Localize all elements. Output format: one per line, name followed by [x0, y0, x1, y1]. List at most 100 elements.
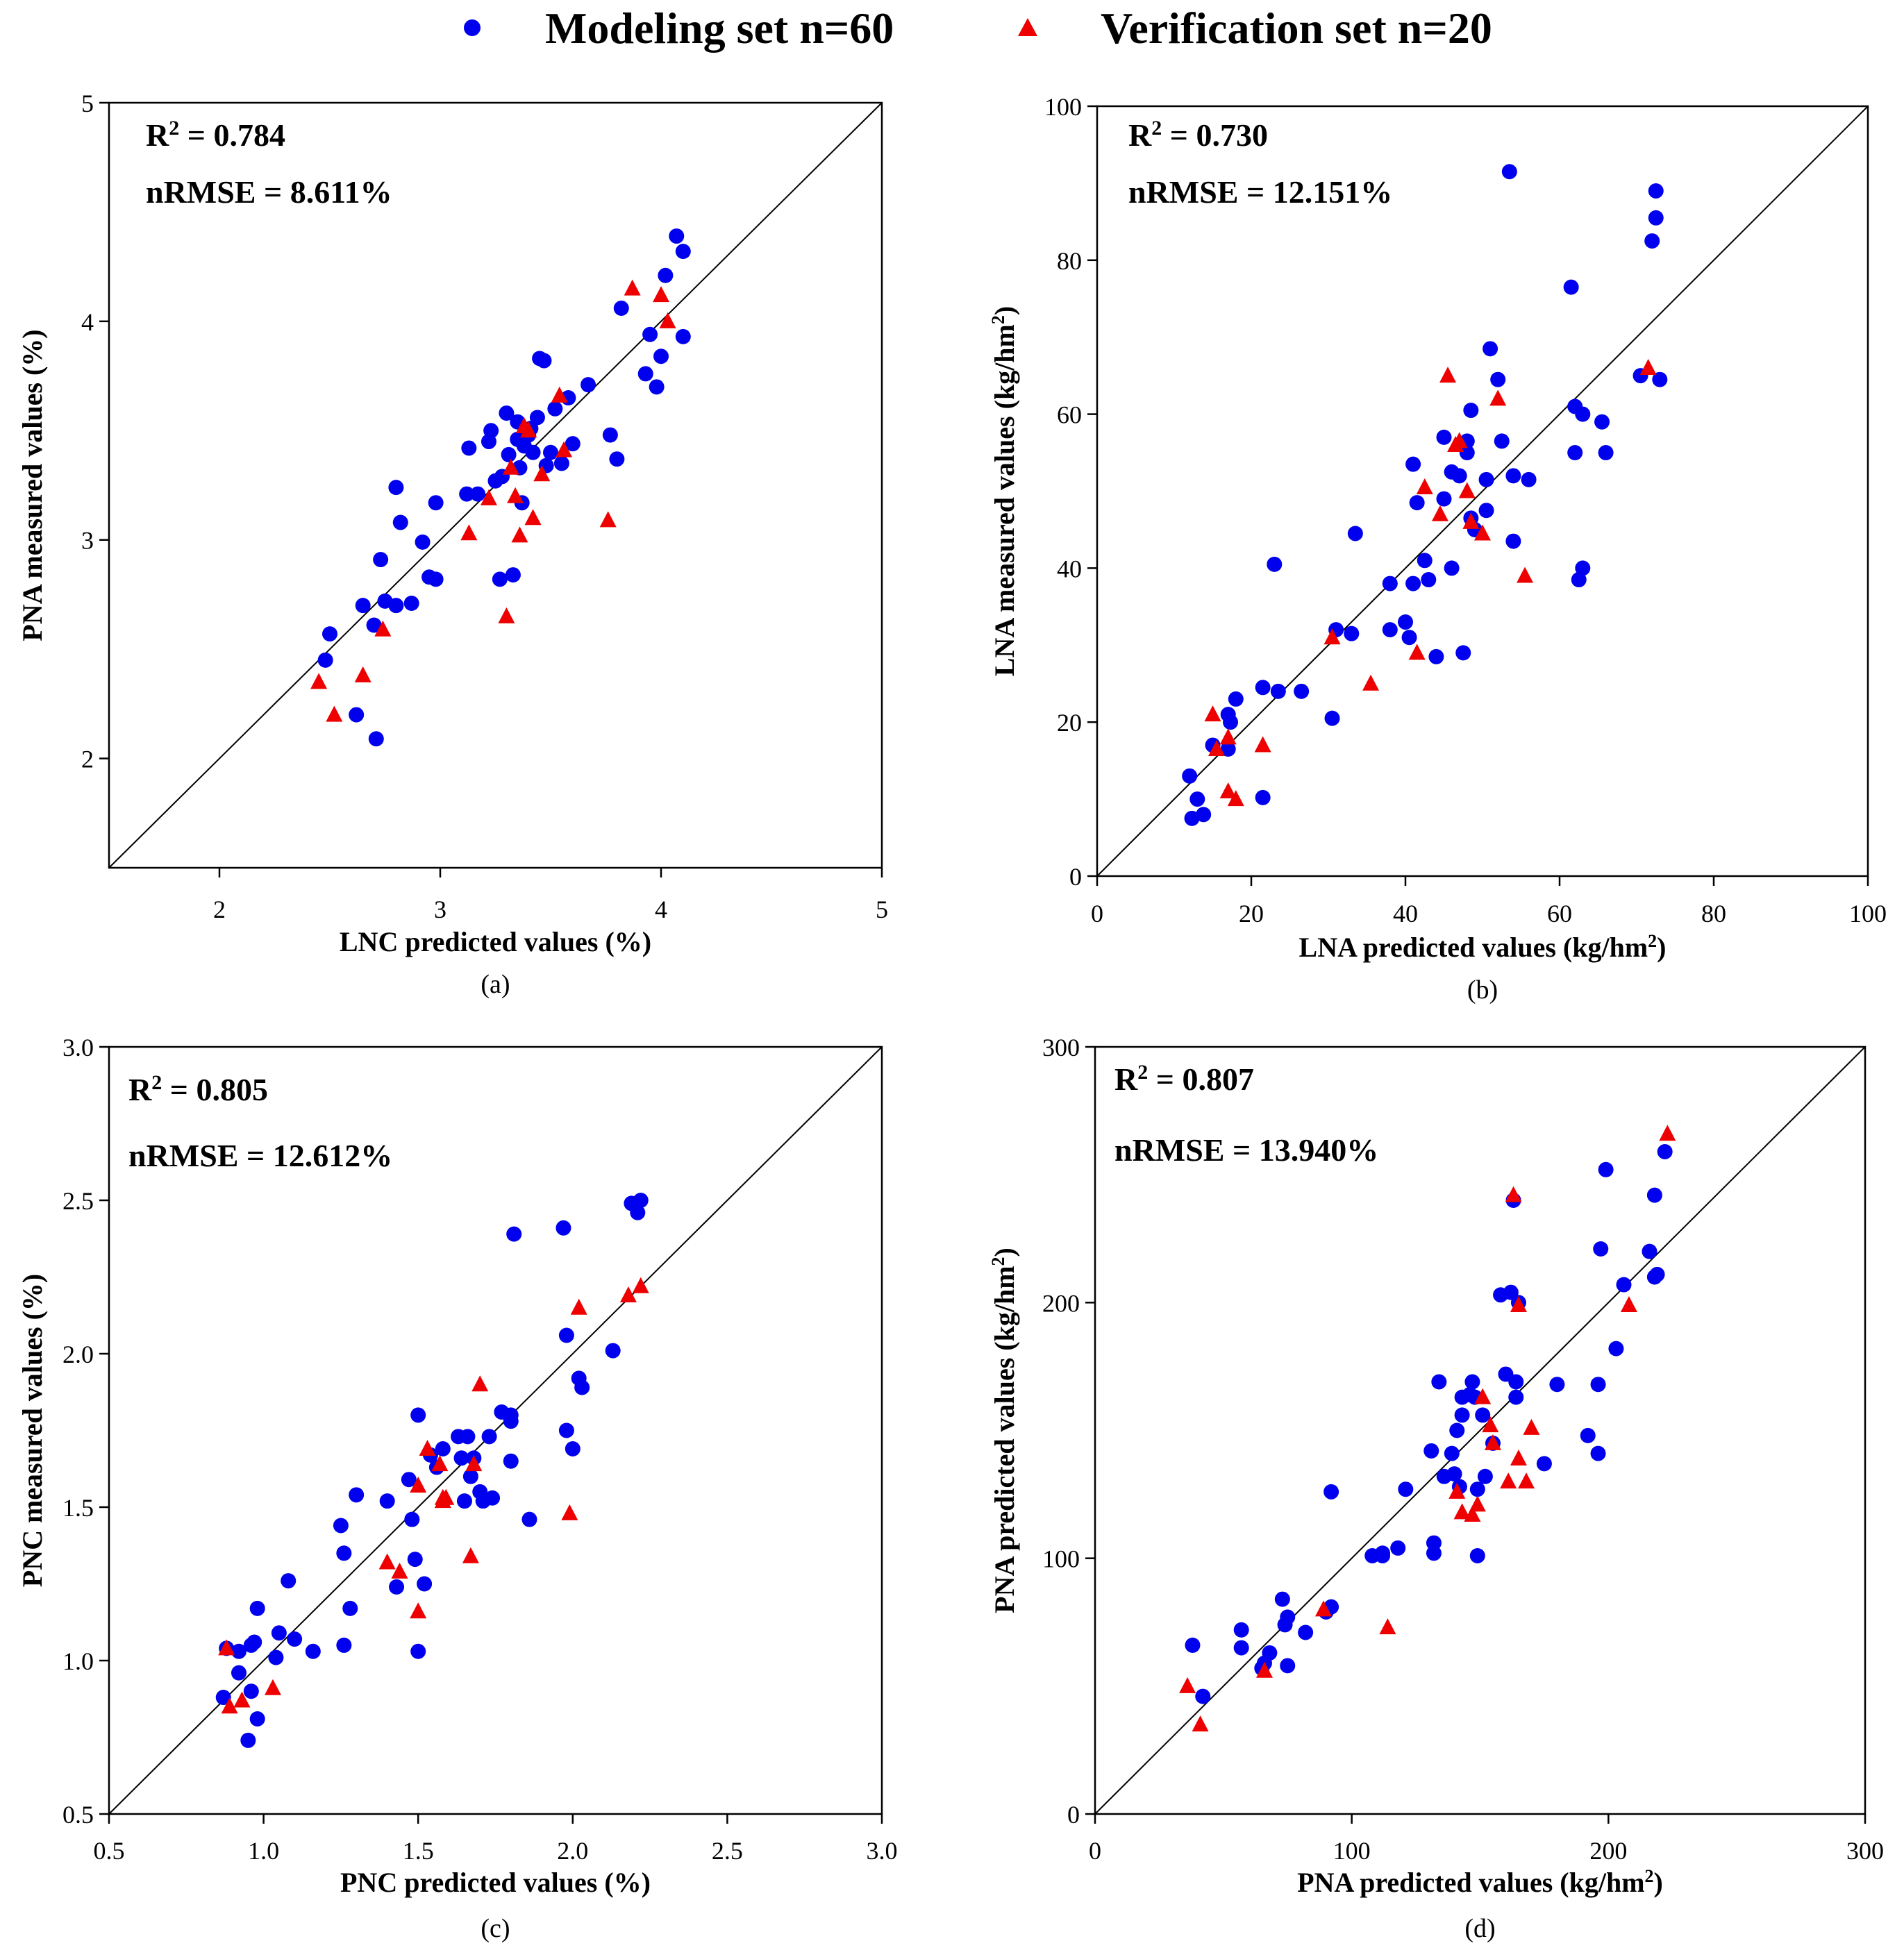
verification-point	[354, 666, 371, 682]
legend-label-modeling: Modeling set n=60	[545, 3, 894, 53]
modeling-point	[1649, 1266, 1665, 1282]
x-tick-label: 4	[655, 896, 667, 923]
y-tick-label: 2.0	[62, 1341, 94, 1368]
y-tick-label: 20	[1057, 709, 1082, 737]
verification-point	[1464, 1506, 1481, 1522]
modeling-point	[521, 1511, 537, 1527]
verification-point	[1523, 1418, 1540, 1435]
modeling-point	[366, 617, 382, 633]
modeling-point	[1644, 233, 1660, 249]
verification-point	[1510, 1450, 1527, 1466]
verification-point	[218, 1639, 235, 1656]
modeling-point	[1405, 576, 1421, 591]
modeling-point	[322, 626, 337, 642]
x-tick-label: 200	[1589, 1837, 1627, 1865]
modeling-point	[1280, 1658, 1296, 1674]
modeling-point	[1501, 164, 1517, 180]
modeling-point	[1451, 468, 1467, 484]
modeling-point	[1421, 572, 1437, 588]
x-tick-label: 0	[1091, 900, 1103, 927]
modeling-point	[481, 1429, 497, 1445]
y-tick-label: 80	[1057, 247, 1082, 275]
modeling-point	[249, 1600, 265, 1616]
verification-point	[507, 487, 524, 503]
modeling-point	[1549, 1377, 1565, 1393]
modeling-point	[410, 1643, 426, 1659]
modeling-point	[1469, 1547, 1485, 1563]
x-tick-label: 20	[1239, 900, 1264, 927]
y-axis-title: PNC measured values (%)	[17, 1274, 48, 1587]
modeling-point	[1454, 1407, 1470, 1423]
modeling-point	[503, 1453, 519, 1469]
modeling-point	[483, 423, 499, 439]
verification-point	[659, 312, 676, 328]
verification-point	[1659, 1125, 1676, 1141]
verification-point	[1500, 1472, 1517, 1489]
modeling-point	[675, 328, 691, 344]
modeling-point	[389, 1579, 405, 1595]
r-squared-label: R2 = 0.784	[146, 117, 285, 153]
plot-frame	[1096, 105, 1869, 877]
modeling-point	[1590, 1377, 1606, 1393]
modeling-point	[379, 1493, 395, 1509]
verification-point	[1255, 1661, 1273, 1678]
verification-point	[619, 1286, 637, 1303]
modeling-point	[1652, 371, 1668, 387]
verification-point	[1254, 736, 1271, 753]
verification-point	[498, 607, 515, 623]
modeling-point	[456, 1493, 472, 1509]
panel-d: 0 100 200 300 0 100 200 300 PNA predicted values…	[988, 1034, 1885, 1943]
modeling-point	[1382, 576, 1398, 591]
verification-point	[1448, 1482, 1466, 1499]
modeling-point	[1598, 445, 1614, 461]
modeling-point	[336, 1545, 352, 1561]
modeling-point	[1521, 471, 1537, 487]
modeling-point	[215, 1690, 231, 1706]
x-tick-label: 3	[434, 896, 446, 923]
modeling-point	[633, 1193, 649, 1208]
verification-point	[1439, 367, 1457, 383]
x-tick-label: 2.5	[712, 1837, 743, 1865]
verification-point	[326, 705, 343, 722]
one-to-one-line	[1094, 1046, 1866, 1815]
verification-point	[1484, 1434, 1501, 1450]
verification-point	[1639, 359, 1657, 376]
verification-point	[374, 620, 392, 637]
panel-a: 2 3 4 5 2 3 4 5 LNC predicted values (%) PNA meas…	[17, 90, 888, 999]
modeling-point	[1646, 1187, 1662, 1203]
legend-label-verification: Verification set n=20	[1101, 3, 1492, 53]
modeling-point	[637, 366, 653, 382]
modeling-point	[415, 534, 431, 550]
modeling-point	[1294, 683, 1310, 699]
y-tick-label: 4	[81, 308, 94, 336]
y-tick-label: 3	[81, 527, 94, 555]
x-tick-label: 1.5	[403, 1837, 434, 1865]
verification-point	[556, 441, 573, 457]
modeling-point	[1563, 279, 1579, 295]
modeling-point	[1505, 533, 1521, 549]
y-tick-label: 0	[1067, 1801, 1080, 1829]
modeling-point	[1469, 1481, 1485, 1497]
modeling-point	[1449, 1422, 1465, 1438]
modeling-point	[602, 427, 618, 443]
x-tick-label: 2.0	[557, 1837, 588, 1865]
modeling-point	[1463, 403, 1479, 419]
modeling-point	[417, 1576, 433, 1592]
x-tick-label: 3.0	[867, 1837, 898, 1865]
verification-point	[533, 465, 551, 482]
modeling-point	[581, 377, 596, 393]
modeling-point	[1347, 526, 1363, 541]
modeling-point	[1444, 560, 1460, 576]
verification-point	[1458, 482, 1476, 498]
modeling-point	[642, 326, 658, 342]
verification-point	[599, 511, 617, 528]
y-tick-label: 200	[1042, 1289, 1080, 1317]
y-tick-label: 5	[81, 90, 94, 117]
modeling-point	[1398, 1481, 1414, 1497]
verification-point	[434, 1492, 451, 1509]
modeling-point	[1436, 491, 1452, 507]
legend-marker-modeling	[464, 19, 481, 36]
modeling-point	[243, 1683, 259, 1699]
modeling-point	[401, 1472, 417, 1488]
x-tick-label: 100	[1333, 1837, 1371, 1865]
